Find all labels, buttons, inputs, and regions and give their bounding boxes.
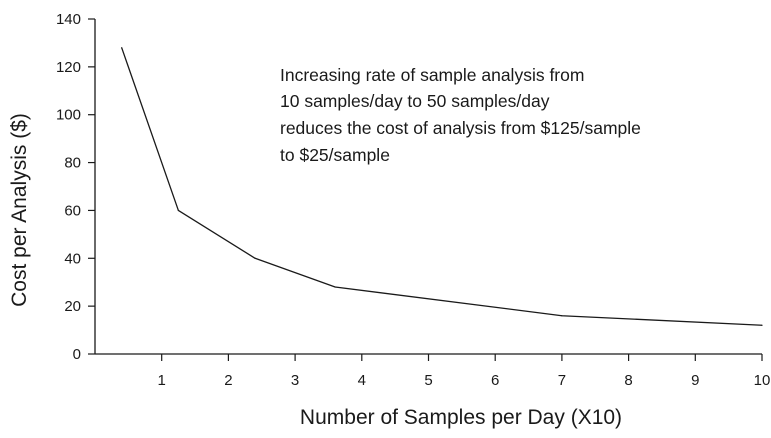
data-point <box>121 47 123 49</box>
data-point <box>254 257 256 259</box>
x-ticks: 1 2 3 4 5 6 7 8 9 10 <box>158 354 771 389</box>
y-tick-label: 20 <box>64 298 81 315</box>
y-tick-label: 120 <box>56 59 81 76</box>
annotation-line-1: Increasing rate of sample analysis from <box>280 65 584 85</box>
x-tick-label: 3 <box>291 372 299 389</box>
x-tick-label: 2 <box>224 372 232 389</box>
annotation: Increasing rate of sample analysis from … <box>280 65 641 165</box>
x-tick-label: 6 <box>491 372 499 389</box>
series-line <box>121 47 763 326</box>
data-point <box>177 209 179 212</box>
annotation-line-4: to $25/sample <box>280 145 390 165</box>
data-point <box>334 286 336 288</box>
y-tick-label: 140 <box>56 11 81 28</box>
y-axis-title: Cost per Analysis ($) <box>8 113 31 307</box>
series <box>121 47 763 326</box>
annotation-line-3: reduces the cost of analysis from $125/s… <box>280 118 641 138</box>
y-tick-label: 80 <box>64 155 81 172</box>
data-point <box>761 324 763 326</box>
x-tick-label: 1 <box>158 372 166 389</box>
x-tick-label: 5 <box>424 372 432 389</box>
y-tick-label: 0 <box>73 346 81 363</box>
x-tick-label: 8 <box>624 372 632 389</box>
x-tick-label: 10 <box>754 372 771 389</box>
y-tick-label: 40 <box>64 250 81 267</box>
x-tick-label: 9 <box>691 372 699 389</box>
annotation-line-2: 10 samples/day to 50 samples/day <box>280 91 550 111</box>
x-tick-label: 4 <box>358 372 366 389</box>
y-tick-label: 100 <box>56 107 81 124</box>
y-ticks: 0 20 40 60 80 100 120 140 <box>56 11 95 363</box>
y-tick-label: 60 <box>64 202 81 219</box>
x-tick-label: 7 <box>558 372 566 389</box>
x-axis-title: Number of Samples per Day (X10) <box>300 406 622 429</box>
data-point <box>561 315 563 317</box>
